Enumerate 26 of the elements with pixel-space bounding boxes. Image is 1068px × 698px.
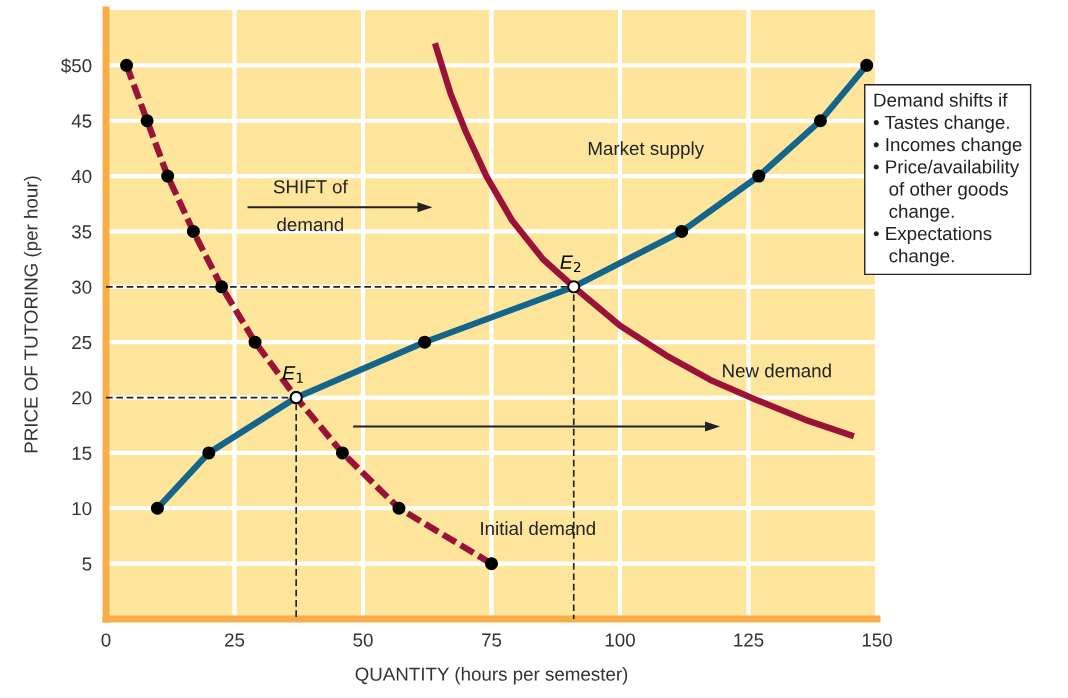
y-tick-label: 10 (72, 501, 92, 516)
annotation: Demand shifts if • Tastes change. • Incomes change • Price/availability of other goods change. • Expectations change. (873, 93, 1022, 267)
y-tick-label: 45 (71, 114, 92, 128)
y-tick-label: 30 (71, 280, 92, 294)
x-axis-title: QUANTITY (hours per semester) (355, 667, 628, 685)
annotation: E$_{2}$ (560, 255, 581, 273)
y-tick-label: 5 (82, 557, 92, 571)
y-tick-label: 20 (72, 391, 92, 405)
x-tick-label: 150 (862, 633, 892, 647)
y-tick-label: 40 (71, 169, 92, 184)
x-tick-label: 25 (225, 633, 245, 647)
x-tick-label: 0 (101, 633, 111, 647)
x-tick-label: 125 (734, 633, 764, 647)
y-tick-label: $50 (61, 58, 92, 74)
annotation: E$_{1}$ (282, 366, 303, 383)
series-label: Initial demand (481, 521, 595, 536)
text: SHIFT of demand (273, 179, 348, 232)
series-label: New demand (723, 363, 831, 378)
y-tick-label: 15 (72, 446, 92, 460)
x-tick-label: 75 (482, 633, 502, 647)
y-tick-label: 25 (72, 335, 92, 350)
y-tick-label: 35 (71, 225, 92, 239)
x-tick-label: 100 (605, 633, 635, 647)
x-tick-label: 50 (353, 633, 373, 647)
text: Market supply (588, 141, 705, 159)
y-axis-title: PRICE OF TUTORING (per hour) (23, 176, 42, 453)
